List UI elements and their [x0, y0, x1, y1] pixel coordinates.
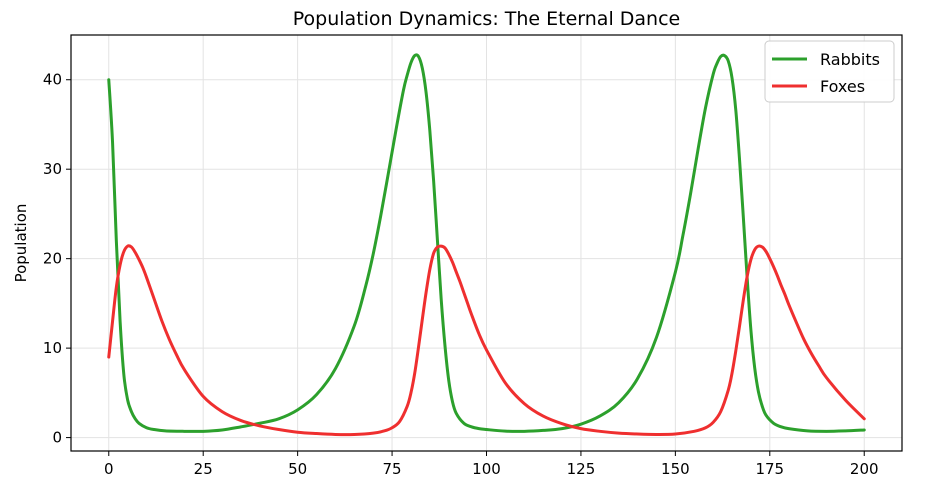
- legend: Rabbits Foxes: [764, 40, 895, 103]
- x-tick-label: 125: [567, 460, 596, 478]
- series-line-rabbits: [107, 53, 866, 433]
- ticks: 0 25 50 75 100 125 150 175 200 0 10 20 30 40: [43, 71, 879, 478]
- legend-label-rabbits: Rabbits: [820, 50, 880, 69]
- x-tick-label: 75: [383, 460, 402, 478]
- y-tick-label: 20: [43, 250, 62, 268]
- x-tick-label: 0: [104, 460, 114, 478]
- series-layer: [107, 53, 866, 437]
- series-line-foxes: [107, 244, 866, 437]
- y-tick-label: 30: [43, 160, 62, 178]
- x-tick-label: 200: [850, 460, 879, 478]
- chart-title: Population Dynamics: The Eternal Dance: [293, 8, 680, 30]
- y-tick-label: 0: [52, 429, 62, 447]
- x-tick-label: 25: [194, 460, 213, 478]
- y-tick-label: 40: [43, 71, 62, 89]
- legend-label-foxes: Foxes: [820, 77, 865, 96]
- y-axis-label: Population: [12, 204, 30, 283]
- x-tick-label: 175: [755, 460, 784, 478]
- grid: [71, 35, 902, 451]
- x-tick-label: 50: [288, 460, 307, 478]
- x-tick-label: 100: [472, 460, 501, 478]
- x-tick-label: 150: [661, 460, 690, 478]
- y-tick-label: 10: [43, 339, 62, 357]
